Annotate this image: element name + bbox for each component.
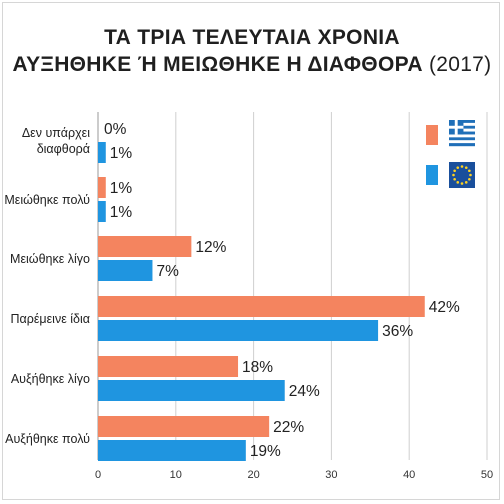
bar	[98, 177, 106, 198]
chart-title-line1: ΤΑ ΤΡΙΑ ΤΕΛΕΥΤΑΙΑ ΧΡΟΝΙΑ	[104, 26, 400, 49]
data-label: 0%	[104, 121, 127, 138]
bar	[98, 440, 246, 461]
chart-title-year: (2017)	[428, 53, 492, 76]
chart-frame	[2, 2, 500, 500]
x-tick-label: 40	[403, 469, 415, 481]
x-tick-label: 10	[170, 469, 182, 481]
category-label: Μειώθηκε λίγο	[10, 252, 90, 266]
data-label: 1%	[110, 145, 133, 162]
category-label: Παρέμεινε ίδια	[10, 312, 90, 326]
x-tick-label: 50	[481, 469, 493, 481]
data-label: 1%	[110, 204, 133, 221]
x-tick-label: 30	[325, 469, 337, 481]
legend-swatch	[426, 165, 438, 185]
data-label: 19%	[250, 443, 281, 460]
bar	[98, 380, 285, 401]
data-label: 36%	[382, 323, 413, 340]
category-label: Αυξήθηκε λίγο	[11, 372, 90, 386]
bar	[98, 296, 425, 317]
bar	[98, 320, 379, 341]
data-label: 22%	[273, 419, 304, 436]
bar	[98, 201, 106, 222]
bar	[98, 142, 106, 163]
bar	[98, 356, 239, 377]
data-label: 24%	[289, 383, 320, 400]
greece-flag-icon	[449, 120, 475, 147]
bar	[98, 416, 270, 437]
legend-swatch	[426, 125, 438, 145]
bar	[98, 260, 153, 281]
data-label: 12%	[195, 239, 226, 256]
category-label: Δεν υπάρχει	[22, 126, 90, 140]
eu-flag-icon	[449, 162, 475, 188]
category-label: Μειώθηκε πολύ	[4, 193, 90, 207]
data-label: 7%	[156, 263, 179, 280]
data-label: 1%	[110, 180, 133, 197]
data-label: 42%	[429, 299, 460, 316]
data-label: 18%	[242, 359, 273, 376]
chart-title-line2: ΑΥΞΗΘΗΚΕ Ή ΜΕΙΩΘΗΚΕ Η ΔΙΑΦΘΟΡΑ (2017)	[0, 53, 504, 77]
chart-title-text: ΑΥΞΗΘΗΚΕ Ή ΜΕΙΩΘΗΚΕ Η ΔΙΑΦΘΟΡΑ	[12, 53, 423, 76]
category-label: διαφθορά	[37, 142, 90, 156]
x-tick-label: 20	[247, 469, 259, 481]
category-label: Αυξήθηκε πολύ	[5, 432, 90, 446]
bar	[98, 236, 192, 257]
x-tick-label: 0	[95, 469, 101, 481]
